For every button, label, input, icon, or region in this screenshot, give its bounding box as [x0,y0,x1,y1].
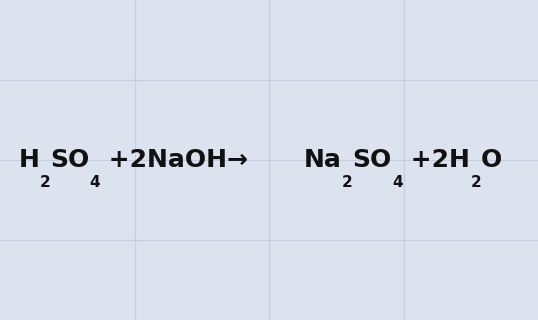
Text: H: H [19,148,40,172]
Text: SO: SO [352,148,392,172]
Text: 2: 2 [40,175,51,190]
Text: +2H: +2H [402,148,470,172]
Text: Na: Na [304,148,342,172]
Text: O: O [481,148,502,172]
Text: 4: 4 [90,175,100,190]
Text: 4: 4 [392,175,402,190]
Text: 2: 2 [470,175,481,190]
Text: +2NaOH→: +2NaOH→ [100,148,249,172]
Text: 2: 2 [342,175,352,190]
Text: SO: SO [51,148,90,172]
